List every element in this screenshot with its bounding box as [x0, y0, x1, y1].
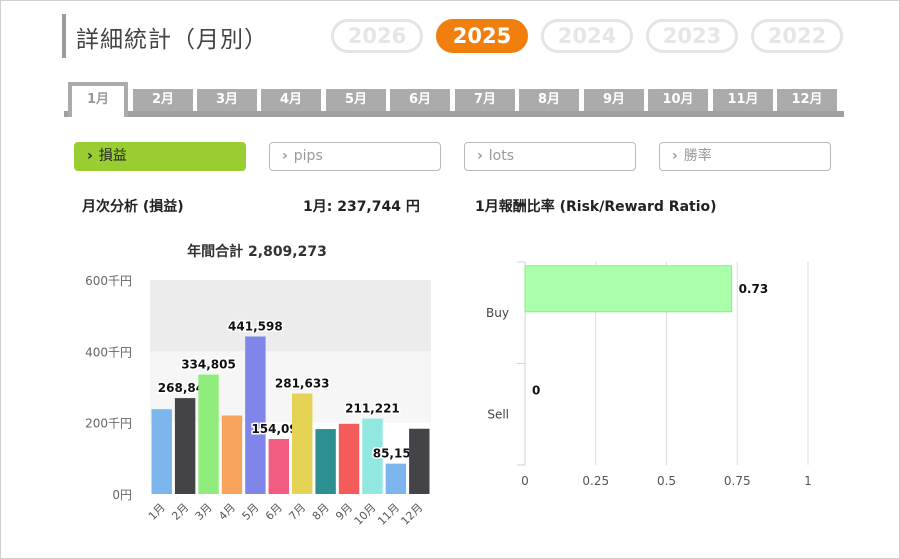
chevron-right-icon: ›	[87, 148, 93, 164]
month-tab-1[interactable]: 1月	[68, 82, 128, 117]
metric-button-profit[interactable]: › 損益	[74, 142, 246, 171]
metric-label: 勝率	[683, 148, 712, 164]
month-profit-summary: 1月: 237,744 円	[303, 199, 420, 215]
chevron-right-icon: ›	[672, 148, 678, 164]
month-tab-8[interactable]: 8月	[519, 89, 579, 111]
x-tick-label: 4月	[216, 501, 238, 523]
year-button-2026[interactable]: 2026	[331, 19, 423, 53]
data-label: 0.73	[739, 282, 769, 296]
metric-label: pips	[293, 148, 323, 164]
x-tick-label: 7月	[286, 501, 308, 523]
x-tick-label: 11月	[375, 501, 402, 528]
bar-1	[151, 409, 172, 494]
month-tab-5[interactable]: 5月	[326, 89, 386, 111]
risk-reward-heading: 1月報酬比率 (Risk/Reward Ratio)	[475, 199, 717, 215]
data-label: 211,221	[345, 402, 400, 416]
metric-button-lots[interactable]: › lots	[464, 142, 636, 171]
x-tick-label: 8月	[310, 501, 332, 523]
data-label: 334,805	[181, 358, 236, 372]
month-tab-11[interactable]: 11月	[713, 89, 773, 111]
monthly-pl-chart: 年間合計 2,809,2730円200千円400千円600千円1月268,843…	[85, 243, 431, 528]
bar-8	[315, 429, 336, 494]
month-tab-3[interactable]: 3月	[197, 89, 257, 111]
chevron-right-icon: ›	[477, 148, 483, 164]
x-tick-label: 2月	[169, 501, 191, 523]
month-tab-9[interactable]: 9月	[584, 89, 644, 111]
month-tab-2[interactable]: 2月	[133, 89, 193, 111]
category-label: Sell	[487, 407, 509, 421]
year-button-2022[interactable]: 2022	[751, 19, 843, 53]
data-label: 0	[532, 383, 540, 397]
title-accent-bar	[62, 14, 66, 58]
x-tick-label: 0	[521, 474, 529, 488]
chart-title: 年間合計 2,809,273	[187, 243, 327, 260]
y-tick-label: 200千円	[85, 417, 132, 431]
x-tick-label: 0.75	[724, 474, 751, 488]
y-tick-label: 400千円	[85, 345, 132, 359]
risk-reward-chart: 0 0.25 0.5 0.75 1 Buy 0.73 Sell 0	[486, 261, 812, 488]
bar-buy	[524, 265, 733, 313]
bar-9	[338, 423, 360, 494]
category-label: Buy	[486, 306, 509, 320]
year-button-2024[interactable]: 2024	[541, 19, 633, 53]
month-tab-4[interactable]: 4月	[261, 89, 321, 111]
x-tick-label: 3月	[193, 501, 215, 523]
y-tick-label: 600千円	[85, 274, 132, 288]
bar-12	[409, 428, 430, 494]
month-tab-6[interactable]: 6月	[390, 89, 450, 111]
bar-5	[245, 336, 266, 494]
year-button-2023[interactable]: 2023	[646, 19, 738, 53]
plot-band	[150, 351, 431, 423]
metric-label: 損益	[98, 148, 127, 164]
monthly-analysis-heading: 月次分析 (損益)	[82, 199, 184, 215]
month-tab-10[interactable]: 10月	[648, 89, 708, 111]
data-label: 85,159	[373, 447, 419, 461]
x-tick-label: 6月	[263, 501, 285, 523]
year-button-2025[interactable]: 2025	[436, 19, 528, 53]
chevron-right-icon: ›	[282, 148, 288, 164]
metric-label: lots	[488, 148, 515, 164]
metric-button-winrate[interactable]: › 勝率	[659, 142, 831, 171]
x-tick-label: 5月	[240, 501, 262, 523]
bar-11	[385, 463, 407, 494]
x-tick-label: 12月	[399, 501, 426, 528]
month-tab-7[interactable]: 7月	[455, 89, 515, 111]
x-tick-label: 1	[804, 474, 812, 488]
bar-2	[174, 398, 196, 494]
plot-band	[150, 280, 431, 352]
month-tab-12[interactable]: 12月	[777, 89, 837, 111]
metric-button-pips[interactable]: › pips	[269, 142, 441, 171]
bar-6	[268, 439, 289, 494]
x-tick-label: 0.25	[582, 474, 609, 488]
bar-10	[362, 418, 383, 494]
bar-7	[292, 393, 313, 494]
data-label: 441,598	[228, 319, 283, 333]
x-tick-label: 10月	[352, 501, 379, 528]
page-title: 詳細統計（月別）	[76, 27, 268, 53]
x-tick-label: 0.5	[657, 474, 676, 488]
y-tick-label: 0円	[112, 488, 132, 502]
x-tick-label: 1月	[146, 501, 168, 523]
month-tab-strip	[64, 111, 844, 117]
data-label: 281,633	[275, 377, 330, 391]
bar-4	[221, 415, 243, 494]
bar-3	[198, 374, 219, 494]
